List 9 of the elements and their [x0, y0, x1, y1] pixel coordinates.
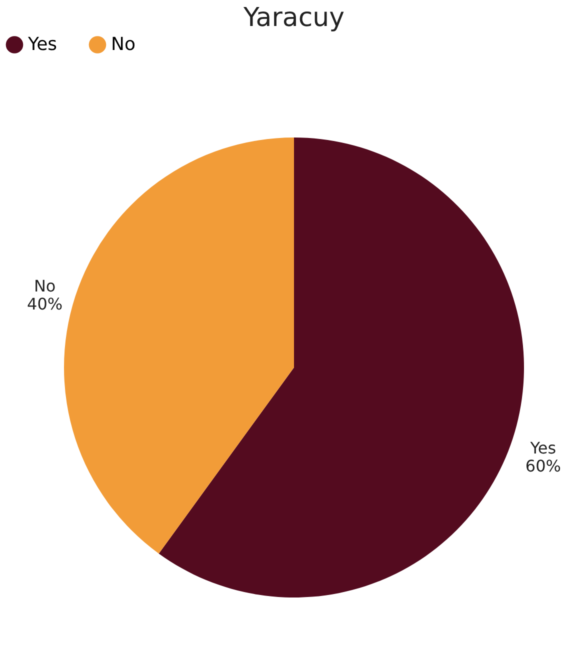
- pie-slice: [64, 138, 294, 554]
- slice-label: Yes: [529, 438, 556, 458]
- data-label: 60%: [525, 456, 561, 476]
- legend-label: No: [111, 34, 136, 55]
- legend-label: Yes: [27, 34, 58, 55]
- data-label: 40%: [27, 294, 63, 314]
- chart-title: Yaracuy: [242, 3, 345, 33]
- pie-slice: [158, 138, 524, 598]
- slice-label: No: [34, 276, 56, 296]
